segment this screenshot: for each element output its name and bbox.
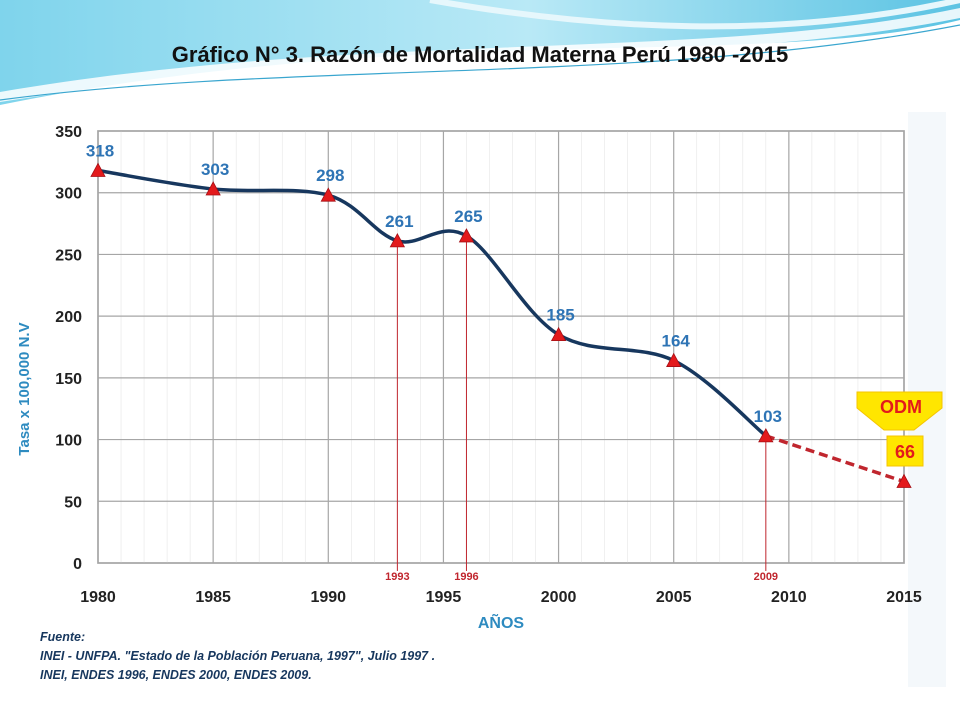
data-point-marker (320, 187, 336, 202)
target-value-label: 66 (895, 442, 915, 462)
x-tick-label: 2005 (656, 589, 692, 606)
source-line-2: INEI, ENDES 1996, ENDES 2000, ENDES 2009… (40, 668, 312, 682)
data-point-marker (666, 352, 682, 367)
reference-year-label: 1993 (385, 571, 409, 583)
data-value-label: 261 (385, 212, 413, 231)
data-point-marker (550, 326, 567, 342)
data-value-label: 303 (201, 160, 229, 179)
reference-year-label: 1996 (454, 571, 478, 583)
y-tick-label: 200 (55, 309, 82, 326)
y-tick-label: 300 (55, 186, 82, 203)
plot-area (97, 130, 905, 564)
y-tick-label: 250 (55, 247, 82, 264)
data-value-label: 265 (454, 207, 482, 226)
data-value-label: 164 (662, 332, 691, 351)
reference-year-label: 2009 (754, 571, 778, 583)
x-tick-label: 2010 (771, 589, 807, 606)
odm-callout-arrow (856, 391, 943, 431)
data-point-marker (205, 181, 221, 196)
x-tick-label: 2000 (541, 589, 577, 606)
y-tick-label: 350 (55, 124, 82, 141)
series-line-projection (765, 434, 905, 484)
source-line-1: INEI - UNFPA. "Estado de la Población Pe… (40, 649, 436, 663)
data-value-label: 103 (754, 407, 782, 426)
target-value-box (886, 435, 924, 467)
y-axis-title: Tasa x 100,000 N.V (16, 322, 33, 455)
series-line-observed (96, 168, 768, 438)
source-heading: Fuente: (40, 630, 86, 644)
data-value-label: 298 (316, 166, 344, 185)
x-tick-label: 1985 (195, 589, 231, 606)
y-tick-label: 0 (73, 556, 82, 573)
source-note: Fuente: INEI - UNFPA. "Estado de la Pobl… (40, 628, 640, 685)
data-point-marker (458, 228, 475, 243)
odm-callout-label: ODM (880, 397, 922, 417)
y-tick-label: 100 (55, 433, 82, 450)
x-tick-label: 1980 (80, 589, 116, 606)
y-tick-label: 150 (55, 371, 82, 388)
y-tick-label: 50 (64, 494, 82, 511)
data-point-marker (758, 428, 774, 443)
x-tick-label: 1995 (426, 589, 462, 606)
data-value-label: 318 (86, 141, 114, 160)
page-title: Gráfico N° 3. Razón de Mortalidad Matern… (171, 42, 789, 67)
target-point-marker (896, 473, 912, 488)
x-axis-title: AÑOS (478, 612, 525, 632)
data-value-label: 185 (546, 306, 574, 325)
data-point-marker (389, 233, 406, 248)
data-point-marker (90, 162, 106, 177)
x-tick-label: 2015 (886, 589, 922, 606)
x-tick-label: 1990 (310, 589, 346, 606)
